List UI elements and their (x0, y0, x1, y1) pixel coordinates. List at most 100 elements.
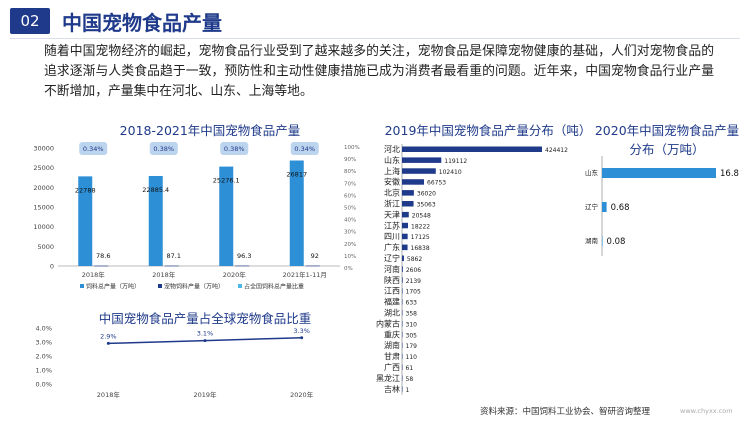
chart3-bar (402, 222, 409, 229)
chart3-bar (402, 310, 403, 316)
chart2-point (106, 341, 110, 345)
chart2-value-label: 3.1% (197, 330, 214, 338)
chart3-value-label: 179 (406, 343, 418, 350)
chart3-bar (402, 299, 403, 305)
chart4-value-label: 16.8 (720, 169, 739, 179)
chart1-bar-pet (164, 265, 179, 267)
chart1-bar-total (219, 166, 234, 266)
chart3-pct-tick: 80% (344, 169, 356, 175)
chart3-value-label: 5862 (407, 256, 422, 263)
chart1-label-total: 25276.1 (213, 177, 240, 185)
chart2-ytick-label: 0.0% (35, 381, 52, 389)
chart4-bar (602, 168, 716, 178)
chart3-category-label: 四川 (384, 232, 400, 241)
chart2-ytick-label: 3.0% (35, 339, 52, 347)
chart3-pct-tick: 100% (344, 145, 360, 151)
chart3-value-label: 61 (406, 365, 414, 372)
chart1-title: 2018-2021年中国宠物食品产量 (119, 123, 301, 138)
chart3-pct-tick: 60% (344, 193, 356, 199)
chart3-value-label: 18222 (411, 223, 430, 230)
chart2-point (203, 339, 207, 343)
title-divider (10, 38, 740, 39)
chart3-pct-tick: 30% (344, 230, 356, 236)
chart3-value-label: 1 (406, 387, 410, 394)
chart1-legend-swatch (158, 284, 162, 288)
chart3-value-label: 58 (406, 376, 414, 383)
chart1-category-label: 2018年 (82, 270, 106, 279)
chart1-bar-pet (94, 265, 109, 267)
chart3-pct-tick: 20% (344, 242, 356, 248)
chart1-legend-swatch (80, 284, 84, 288)
chart1-legend-label: 宠物饲料产量（万吨） (164, 283, 224, 291)
chart2-ytick-label: 1.0% (35, 367, 52, 375)
chart4-category-label: 湖南 (585, 236, 599, 245)
chart1-legend-label: 饲料总产量（万吨） (86, 283, 140, 291)
chart1-label-total: 22788 (75, 186, 96, 194)
chart3-bar (402, 146, 542, 152)
chart3-bar (402, 331, 403, 338)
page-title: 中国宠物食品产量 (62, 10, 222, 35)
chart3-bar (402, 277, 403, 283)
chart3-category-label: 安徽 (384, 177, 400, 187)
chart1-pct-label: 0.34% (294, 145, 315, 153)
chart3-pct-tick: 0% (344, 266, 353, 272)
chart2-category-label: 2018年 (97, 390, 121, 399)
chart3-title: 2019年中国宠物食品产量分布（吨） (384, 123, 592, 138)
chart1-pct-pill (149, 142, 178, 155)
chart3-bar (402, 320, 403, 327)
intro-paragraph: 随着中国宠物经济的崛起，宠物食品行业受到了越来越多的关注，宠物食品是保障宠物健康… (44, 44, 714, 99)
chart1-label-pet: 78.6 (96, 252, 110, 260)
chart2-category-label: 2020年 (290, 390, 314, 399)
chart4-category-label: 辽宁 (585, 202, 599, 211)
chart-production-bar: 0 5000 10000 15000 20000 25000 30000 22788 78.6 0… (33, 142, 340, 291)
chart1-ytick-label: 25000 (33, 164, 54, 172)
chart3-bar (402, 255, 404, 261)
chart3-pct-tick: 10% (344, 254, 356, 260)
chart3-category-label: 广西 (384, 362, 400, 372)
chart3-category-label: 福建 (384, 297, 400, 307)
chart1-ytick-label: 15000 (33, 204, 54, 212)
chart1-category-label: 2021年1-11月 (283, 270, 327, 279)
chart3-bar (402, 266, 403, 272)
chart3-category-label: 辽宁 (384, 253, 400, 263)
chart1-legend-label: 占全国饲料总产量比重 (244, 283, 304, 291)
chart3-value-label: 2606 (406, 267, 421, 274)
chart3-bar (402, 168, 436, 174)
chart3-category-label: 河北 (384, 144, 400, 154)
chart2-point (300, 336, 304, 340)
chart3-category-label: 江西 (384, 287, 400, 296)
chart3-bar (402, 157, 442, 163)
chart3-value-label: 305 (406, 332, 418, 339)
chart3-value-label: 358 (406, 311, 418, 318)
chart3-category-label: 河南 (384, 264, 400, 274)
chart2-value-label: 3.3% (293, 327, 310, 335)
watermark-url: www.chyxx.com (680, 407, 733, 415)
chart1-pct-pill (79, 142, 108, 155)
chart1-ytick-label: 30000 (33, 145, 54, 153)
chart1-bar-pet (305, 265, 320, 267)
chart3-bar (402, 211, 409, 218)
chart3-category-label: 广东 (384, 242, 400, 252)
chart3-category-label: 上海 (384, 166, 400, 176)
chart1-bar-total (289, 160, 304, 266)
chart1-label-pet: 96.3 (237, 252, 251, 260)
chart3-category-label: 陕西 (384, 275, 400, 285)
chart1-label-total: 26817 (286, 171, 307, 179)
chart-province-2019: 100% 90% 80% 70% 60% 50% 40% 30% 20% 10% 0% 河北 42441… (344, 144, 568, 395)
chart3-category-label: 江苏 (384, 220, 400, 230)
chart3-category-label: 湖北 (384, 309, 400, 318)
chart3-bar (402, 190, 414, 196)
chart1-ytick-label: 0 (50, 263, 54, 271)
chart3-value-label: 20548 (412, 212, 431, 219)
chart3-value-label: 110 (406, 354, 418, 361)
chart3-category-label: 湖南 (384, 340, 400, 350)
chart3-category-label: 吉林 (384, 384, 400, 394)
chart1-pct-label: 0.34% (83, 145, 104, 153)
chart1-category-label: 2020年 (223, 270, 247, 279)
chart3-category-label: 甘肃 (384, 351, 400, 361)
chart3-category-label: 黑龙江 (376, 373, 400, 383)
chart1-label-total: 22885.4 (142, 186, 169, 194)
chart3-value-label: 17125 (411, 234, 430, 241)
chart3-bar (402, 179, 425, 185)
chart1-bar-pet (235, 265, 250, 267)
